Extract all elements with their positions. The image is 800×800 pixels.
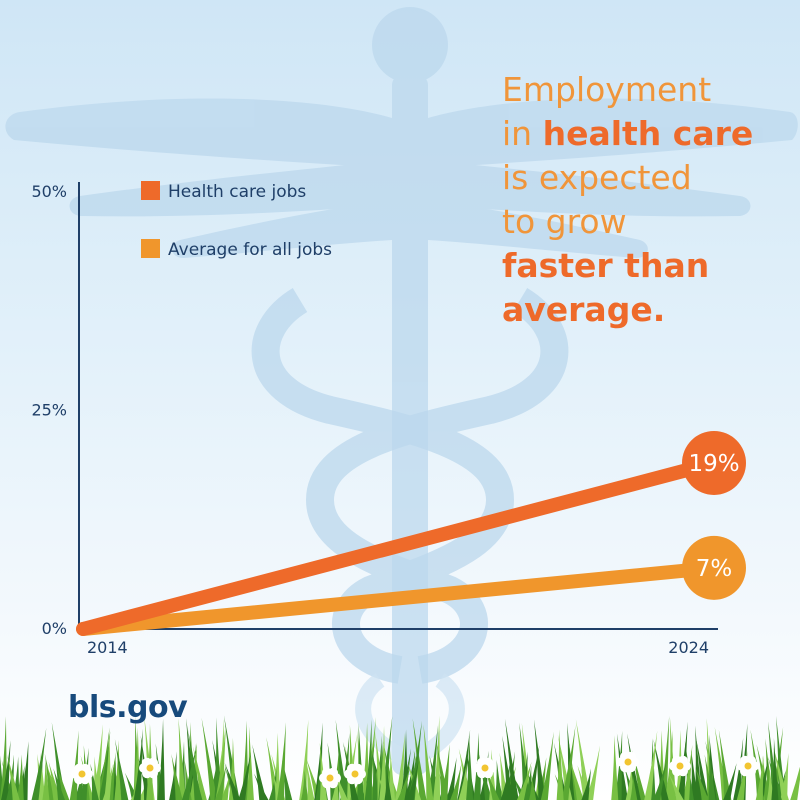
series-lines (76, 455, 721, 636)
y-tick-label-25: 25% (31, 401, 67, 420)
headline-line-3: is expected (502, 158, 692, 197)
end-marker-0 (682, 430, 746, 495)
legend-label-1: Average for all jobs (168, 240, 332, 260)
end-label-0: 19% (688, 451, 739, 477)
chart-axes (78, 182, 718, 630)
legend-swatch-1 (141, 239, 160, 258)
headline-line-5-emphasis: faster than (502, 246, 710, 285)
end-label-1: 7% (696, 556, 733, 582)
legend-label-0: Health care jobs (168, 182, 306, 202)
headline-line-2-emphasis: health care (542, 114, 754, 153)
headline-line-1: Employment (502, 70, 712, 109)
headline-line-2: in health care (502, 112, 792, 156)
headline-line-6: average. (502, 288, 792, 332)
legend-swatch-0 (141, 181, 160, 200)
headline-line-4: to grow (502, 202, 627, 241)
y-tick-label-0: 0% (42, 619, 67, 638)
y-tick-labels: 0% 25% 50% (31, 182, 67, 638)
bls-gov-link[interactable]: bls.gov (68, 690, 188, 725)
end-labels: 19% 7% (682, 430, 746, 600)
x-tick-label-2024: 2024 (668, 638, 709, 657)
end-marker-1 (682, 535, 746, 600)
x-tick-labels: 2014 2024 (87, 638, 709, 657)
series-line-1 (76, 560, 721, 636)
x-tick-label-2014: 2014 (87, 638, 128, 657)
headline-line-2-prefix: in (502, 114, 543, 153)
series-line-0 (76, 455, 721, 636)
headline-line-5: faster than (502, 244, 792, 288)
headline-line-6-emphasis: average. (502, 290, 666, 329)
headline: Employment in health care is expected to… (502, 68, 792, 332)
y-tick-label-50: 50% (31, 182, 67, 201)
chart-legend: Health care jobs Average for all jobs (141, 181, 332, 260)
